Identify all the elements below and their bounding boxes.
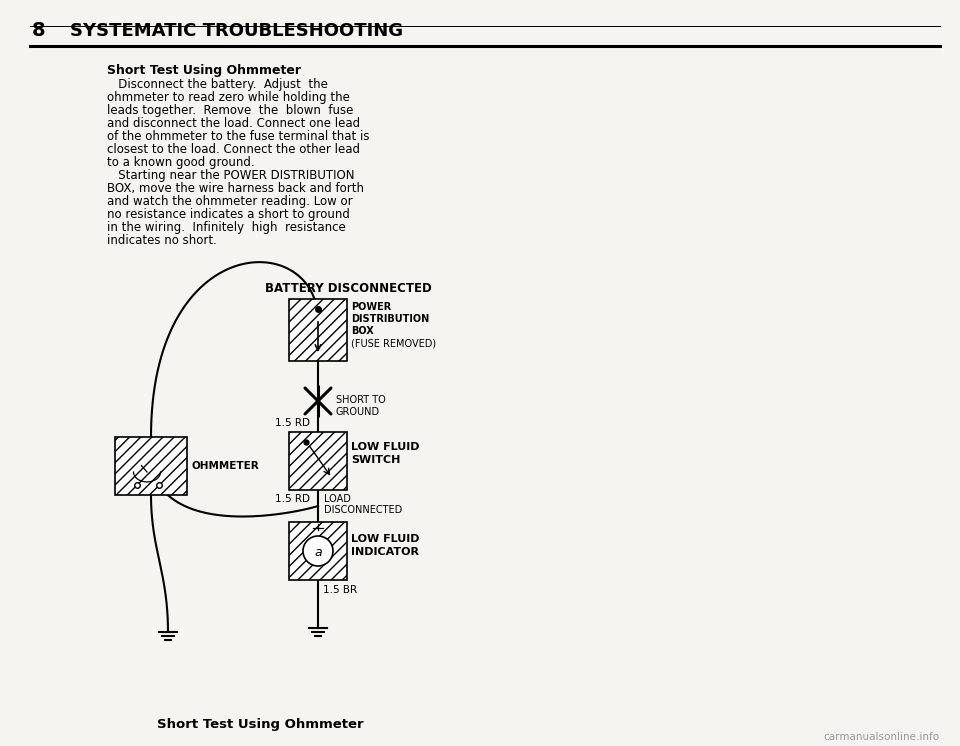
Text: LOW FLUID: LOW FLUID bbox=[351, 442, 420, 452]
Text: Short Test Using Ohmmeter: Short Test Using Ohmmeter bbox=[156, 718, 363, 731]
Text: ohmmeter to read zero while holding the: ohmmeter to read zero while holding the bbox=[107, 91, 349, 104]
Text: no resistance indicates a short to ground: no resistance indicates a short to groun… bbox=[107, 208, 349, 221]
Text: to a known good ground.: to a known good ground. bbox=[107, 156, 254, 169]
Text: INDICATOR: INDICATOR bbox=[351, 547, 419, 557]
Text: OHMMETER: OHMMETER bbox=[191, 461, 259, 471]
Text: carmanualsonline.info: carmanualsonline.info bbox=[824, 732, 940, 742]
Text: of the ohmmeter to the fuse terminal that is: of the ohmmeter to the fuse terminal tha… bbox=[107, 130, 370, 143]
Bar bbox=[289, 299, 347, 361]
Text: and disconnect the load. Connect one lead: and disconnect the load. Connect one lea… bbox=[107, 117, 360, 130]
Text: indicates no short.: indicates no short. bbox=[107, 234, 217, 247]
Text: LOW FLUID: LOW FLUID bbox=[351, 534, 420, 544]
Text: leads together.  Remove  the  blown  fuse: leads together. Remove the blown fuse bbox=[107, 104, 353, 117]
Text: BOX: BOX bbox=[351, 326, 373, 336]
Text: Starting near the POWER DISTRIBUTION: Starting near the POWER DISTRIBUTION bbox=[107, 169, 354, 182]
Text: Short Test Using Ohmmeter: Short Test Using Ohmmeter bbox=[107, 64, 301, 77]
Text: SWITCH: SWITCH bbox=[351, 455, 400, 465]
Text: LOAD: LOAD bbox=[324, 494, 350, 504]
Text: 1.5 RD: 1.5 RD bbox=[275, 418, 310, 428]
Text: SHORT TO
GROUND: SHORT TO GROUND bbox=[336, 395, 386, 416]
Text: DISTRIBUTION: DISTRIBUTION bbox=[351, 314, 429, 324]
Text: in the wiring.  Infinitely  high  resistance: in the wiring. Infinitely high resistanc… bbox=[107, 221, 346, 234]
Text: Disconnect the battery.  Adjust  the: Disconnect the battery. Adjust the bbox=[107, 78, 328, 91]
Text: (FUSE REMOVED): (FUSE REMOVED) bbox=[351, 338, 436, 348]
Text: DISCONNECTED: DISCONNECTED bbox=[324, 505, 402, 515]
Bar bbox=[289, 432, 347, 490]
Text: a: a bbox=[314, 545, 322, 559]
Text: SYSTEMATIC TROUBLESHOOTING: SYSTEMATIC TROUBLESHOOTING bbox=[70, 22, 403, 40]
Circle shape bbox=[303, 536, 333, 566]
Text: 8: 8 bbox=[32, 21, 46, 40]
Text: 1.5 RD: 1.5 RD bbox=[275, 494, 310, 504]
Text: and watch the ohmmeter reading. Low or: and watch the ohmmeter reading. Low or bbox=[107, 195, 352, 208]
Text: closest to the load. Connect the other lead: closest to the load. Connect the other l… bbox=[107, 143, 360, 156]
Text: BATTERY DISCONNECTED: BATTERY DISCONNECTED bbox=[265, 282, 431, 295]
Bar bbox=[289, 522, 347, 580]
Bar bbox=[115, 437, 187, 495]
Text: POWER: POWER bbox=[351, 302, 392, 312]
Text: 1.5 BR: 1.5 BR bbox=[323, 585, 357, 595]
Text: BOX, move the wire harness back and forth: BOX, move the wire harness back and fort… bbox=[107, 182, 364, 195]
